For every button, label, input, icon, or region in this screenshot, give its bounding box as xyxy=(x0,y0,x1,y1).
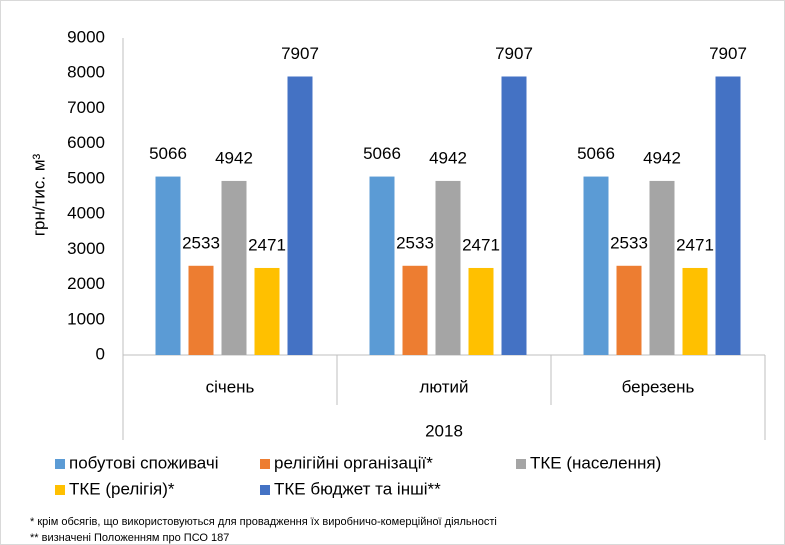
data-label: 5066 xyxy=(363,144,401,163)
y-tick-label: 5000 xyxy=(67,168,105,187)
footnote: ** визначені Положенням про ПСО 187 xyxy=(30,532,229,544)
data-label: 2533 xyxy=(182,233,220,252)
bar xyxy=(402,265,428,355)
legend-marker xyxy=(516,459,526,469)
bar xyxy=(649,180,675,355)
data-label: 4942 xyxy=(643,148,681,167)
footnote: * крім обсягів, що використовуються для … xyxy=(30,516,497,528)
legend-label: ТКЕ (релігія)* xyxy=(69,479,175,498)
y-tick-label: 8000 xyxy=(67,63,105,82)
data-label: 5066 xyxy=(577,144,615,163)
legend-marker xyxy=(55,459,65,469)
x-tick-label: січень xyxy=(206,377,255,396)
legend-label: ТКЕ бюджет та інші** xyxy=(274,479,441,498)
data-label: 2471 xyxy=(676,235,714,254)
y-tick-label: 6000 xyxy=(67,133,105,152)
group-label: 2018 xyxy=(425,421,463,440)
data-label: 2471 xyxy=(248,235,286,254)
bar xyxy=(583,176,609,355)
x-tick-label: березень xyxy=(622,377,695,396)
bar xyxy=(435,180,461,355)
bar xyxy=(287,76,313,355)
data-label: 7907 xyxy=(281,44,319,63)
x-tick-label: лютий xyxy=(419,377,468,396)
bar xyxy=(468,267,494,355)
y-tick-label: 0 xyxy=(96,344,105,363)
bar xyxy=(715,76,741,355)
data-label: 5066 xyxy=(149,144,187,163)
y-tick-label: 4000 xyxy=(67,204,105,223)
legend-marker xyxy=(260,485,270,495)
bar xyxy=(155,176,181,355)
y-tick-label: 7000 xyxy=(67,98,105,117)
data-label: 2533 xyxy=(610,233,648,252)
y-tick-label: 9000 xyxy=(67,27,105,46)
data-label: 2533 xyxy=(396,233,434,252)
bar xyxy=(221,180,247,355)
data-label: 4942 xyxy=(429,148,467,167)
data-label: 7907 xyxy=(495,44,533,63)
bar xyxy=(616,265,642,355)
bar xyxy=(682,267,708,355)
data-label: 2471 xyxy=(462,235,500,254)
y-tick-label: 1000 xyxy=(67,309,105,328)
data-label: 4942 xyxy=(215,148,253,167)
legend-marker xyxy=(260,459,270,469)
y-tick-label: 2000 xyxy=(67,274,105,293)
legend-label: релігійні організації* xyxy=(274,453,433,472)
legend-label: побутові споживачі xyxy=(69,453,219,472)
bar xyxy=(254,267,280,355)
data-label: 7907 xyxy=(709,44,747,63)
bar xyxy=(369,176,395,355)
y-tick-label: 3000 xyxy=(67,239,105,258)
y-axis-label: грн/тис. м³ xyxy=(29,153,48,236)
bar xyxy=(188,265,214,355)
legend-label: ТКЕ (населення) xyxy=(530,453,661,472)
bar xyxy=(501,76,527,355)
legend-marker xyxy=(55,485,65,495)
